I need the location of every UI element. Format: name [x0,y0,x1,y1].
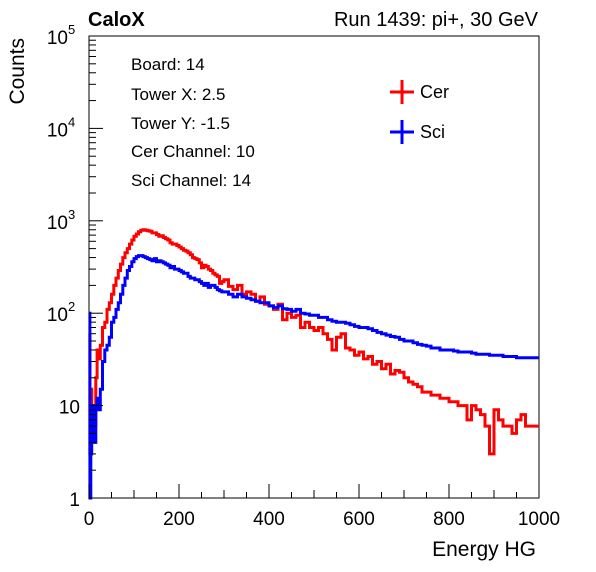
legend-item-cer: Cer [390,80,449,104]
x-tick-label: 600 [343,509,375,530]
x-axis-label: Energy HG [432,538,536,561]
series-line-cer [88,228,539,456]
info-box: Board: 14 Tower X: 2.5 Tower Y: -1.5 Cer… [131,55,255,190]
x-tick-label: 800 [433,509,465,530]
y-tick-exponent: 5 [68,22,75,37]
y-tick-label: 10 [47,120,68,141]
y-tick-label: 10 [59,398,80,419]
x-tick-label: 1000 [518,509,560,530]
plot-frame [88,35,540,499]
y-tick-exponent: 3 [68,207,75,222]
legend: Cer Sci [390,80,449,144]
y-tick-exponent: 2 [68,299,75,314]
y-tick-label: 10 [47,213,68,234]
info-cer-channel: Cer Channel: 10 [131,142,255,161]
y-tick-label: 1 [69,490,80,511]
y-tick-label: 10 [47,305,68,326]
legend-cer-label: Cer [420,82,449,102]
y-tick-exponent: 4 [68,114,75,129]
info-tower-x: Tower X: 2.5 [131,85,226,104]
x-tick-label: 400 [253,509,285,530]
header-right-title: Run 1439: pi+, 30 GeV [334,9,539,31]
header-left-title: CaloX [88,9,145,31]
legend-item-sci: Sci [390,120,445,144]
legend-sci-label: Sci [420,122,445,142]
info-board: Board: 14 [131,55,205,74]
x-tick-label: 200 [163,509,195,530]
y-axis-label: Counts [6,38,29,105]
series-line-sci [88,254,539,500]
info-sci-channel: Sci Channel: 14 [131,171,251,190]
info-tower-y: Tower Y: -1.5 [131,114,230,133]
y-tick-label: 10 [47,28,68,49]
x-tick-label: 0 [84,509,95,530]
